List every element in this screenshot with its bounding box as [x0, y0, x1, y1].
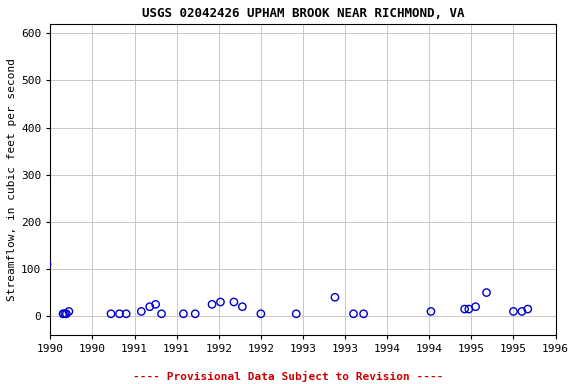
Point: [349, 311, 358, 317]
Point: [464, 306, 473, 312]
Point: [157, 311, 166, 317]
Point: [122, 311, 131, 317]
Point: [229, 299, 238, 305]
Point: [179, 311, 188, 317]
Point: [471, 304, 480, 310]
Point: [145, 304, 154, 310]
Point: [33, 285, 43, 291]
Point: [238, 304, 247, 310]
Point: [115, 311, 124, 317]
Point: [39, 275, 48, 281]
Point: [29, 49, 38, 55]
Point: [331, 294, 340, 300]
Text: ---- Provisional Data Subject to Revision ----: ---- Provisional Data Subject to Revisio…: [132, 371, 444, 382]
Point: [509, 308, 518, 314]
Point: [291, 311, 301, 317]
Point: [58, 311, 67, 317]
Point: [256, 311, 266, 317]
Point: [65, 308, 74, 314]
Point: [25, 306, 34, 312]
Point: [426, 308, 435, 314]
Point: [62, 311, 71, 317]
Title: USGS 02042426 UPHAM BROOK NEAR RICHMOND, VA: USGS 02042426 UPHAM BROOK NEAR RICHMOND,…: [142, 7, 464, 20]
Point: [482, 290, 491, 296]
Point: [191, 311, 200, 317]
Point: [137, 308, 146, 314]
Point: [36, 263, 45, 270]
Point: [517, 308, 526, 314]
Point: [359, 311, 368, 317]
Point: [523, 306, 532, 312]
Point: [60, 311, 69, 317]
Point: [216, 299, 225, 305]
Point: [207, 301, 217, 308]
Point: [43, 261, 52, 267]
Y-axis label: Streamflow, in cubic feet per second: Streamflow, in cubic feet per second: [7, 58, 17, 301]
Point: [460, 306, 469, 312]
Point: [151, 301, 160, 308]
Point: [107, 311, 116, 317]
